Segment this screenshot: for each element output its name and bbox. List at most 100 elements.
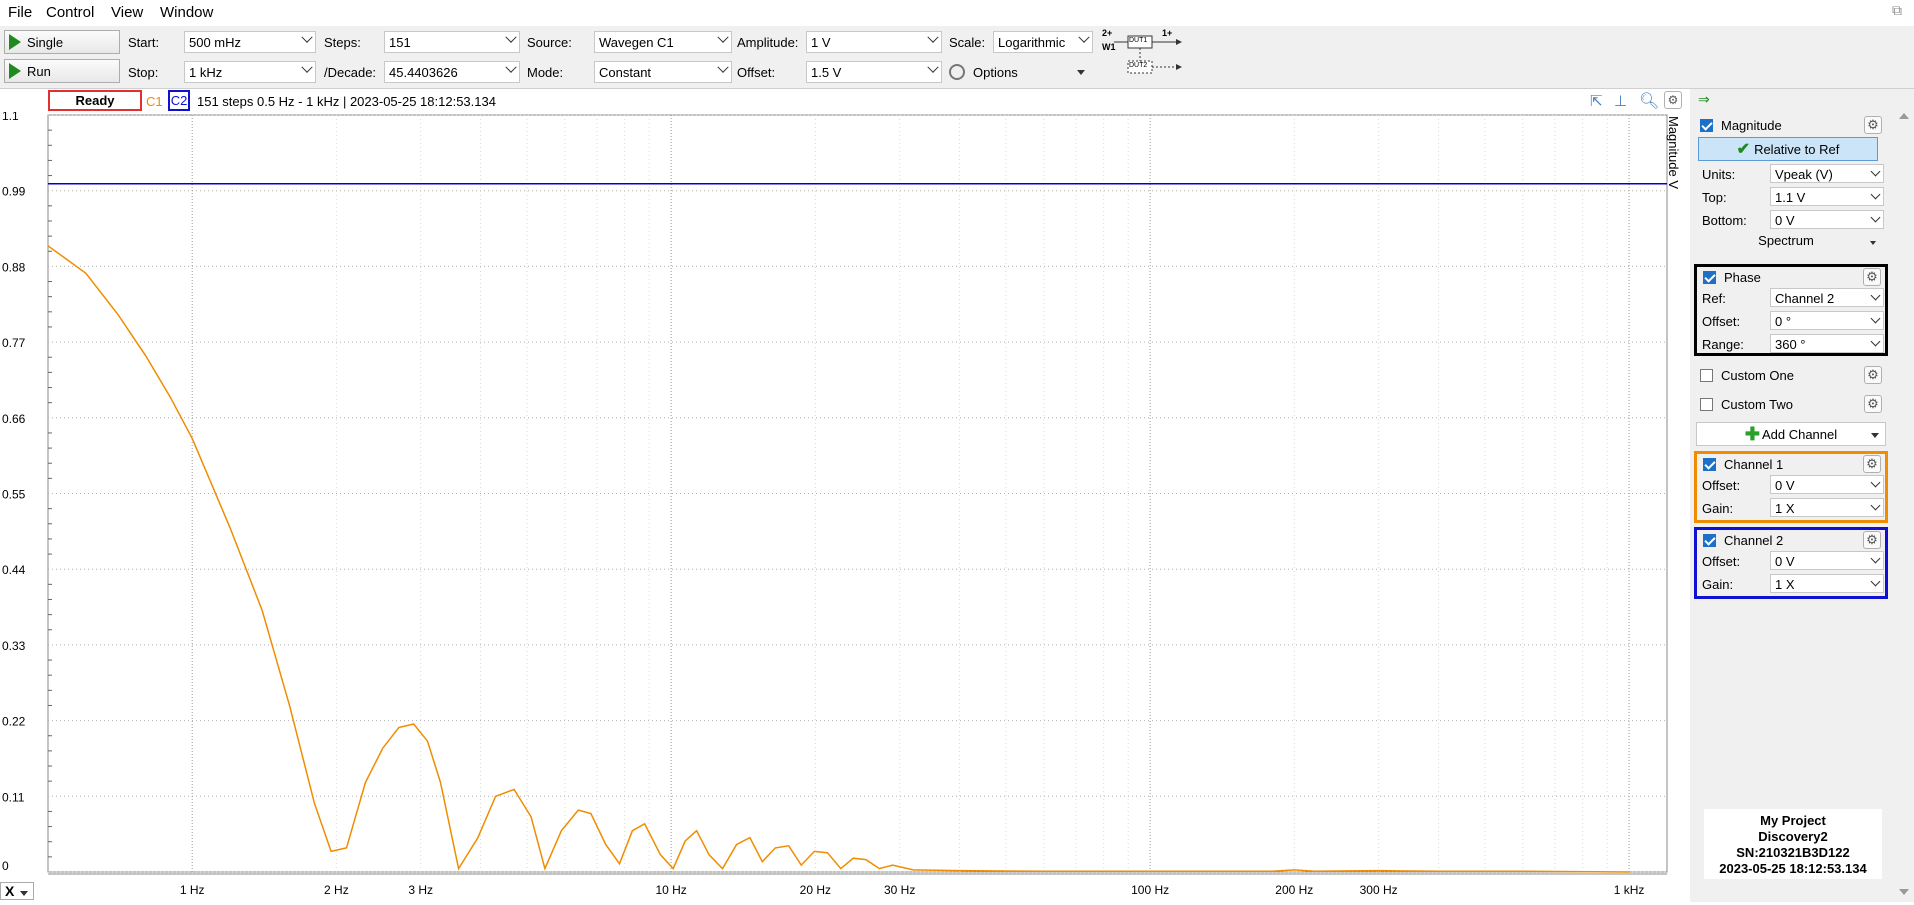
ch2-gain-label: Gain:: [1702, 577, 1734, 592]
gear-icon[interactable]: ⚙: [1664, 91, 1682, 109]
x-tick-label: 1 kHz: [1614, 883, 1645, 897]
vertical-scrollbar[interactable]: [1894, 89, 1914, 902]
spectrum-dropdown[interactable]: Spectrum: [1694, 231, 1878, 251]
phase-label: Phase: [1724, 269, 1761, 285]
custom-two-header[interactable]: Custom Two: [1700, 394, 1793, 414]
phase-offset-value: 0 °: [1775, 314, 1792, 329]
channel1-header[interactable]: Channel 1: [1703, 454, 1783, 474]
ch2-offset-label: Offset:: [1702, 554, 1741, 569]
custom-one-group: Custom One ⚙: [1694, 364, 1888, 386]
range-combo[interactable]: 360 °: [1770, 334, 1884, 353]
magnitude-group: Magnitude ⚙ ✔ Relative to Ref Units: Vpe…: [1694, 113, 1888, 251]
add-channel-button[interactable]: ✚ Add Channel: [1696, 422, 1886, 446]
ch2-offset-value: 0 V: [1775, 554, 1795, 569]
c1-badge[interactable]: C1: [146, 94, 163, 109]
gear-icon[interactable]: ⚙: [1863, 455, 1881, 473]
range-value: 360 °: [1775, 337, 1806, 352]
scroll-down-icon[interactable]: [1899, 889, 1909, 895]
custom-one-header[interactable]: Custom One: [1700, 365, 1794, 385]
menu-control[interactable]: Control: [46, 4, 95, 21]
gear-icon[interactable]: ⚙: [1864, 366, 1882, 384]
custom-two-label: Custom Two: [1721, 396, 1794, 412]
single-button-label: Single: [27, 34, 64, 50]
toolbar: Single Run Start: 500 mHz Stop: 1 kHz St…: [0, 26, 1914, 89]
align-icon[interactable]: ⊥: [1614, 93, 1628, 110]
chevron-down-icon: [1870, 477, 1881, 488]
offset-combo[interactable]: 1.5 V: [806, 61, 942, 83]
phase-offset-combo[interactable]: 0 °: [1770, 311, 1884, 330]
offset-label: Offset:: [737, 65, 776, 80]
stop-label: Stop:: [128, 65, 159, 80]
steps-value: 151: [389, 35, 411, 50]
run-button[interactable]: Run: [4, 59, 120, 83]
source-combo[interactable]: Wavegen C1: [594, 31, 732, 53]
c2-badge[interactable]: C2: [168, 90, 190, 111]
chevron-down-icon: [927, 31, 939, 43]
channel2-checkbox[interactable]: [1703, 533, 1716, 547]
x-tick-label: 20 Hz: [800, 883, 831, 897]
network-analyzer-plot[interactable]: 1.1 0.99 0.88 0.77 0.66 0.55 0.44 0.33 0.22 0.11 0…: [0, 109, 1690, 902]
chevron-down-icon: [1870, 553, 1881, 564]
units-combo[interactable]: Vpeak (V): [1770, 164, 1884, 183]
decade-combo[interactable]: 45.4403626: [384, 61, 520, 83]
steps-combo[interactable]: 151: [384, 31, 520, 53]
play-icon: [9, 63, 21, 79]
stop-combo[interactable]: 1 kHz: [184, 61, 316, 83]
zoom-icon[interactable]: 🔍︎: [1639, 93, 1660, 110]
ch1-offset-combo[interactable]: 0 V: [1770, 475, 1884, 494]
magnitude-checkbox[interactable]: [1700, 118, 1713, 132]
mode-value: Constant: [599, 65, 652, 80]
mode-combo[interactable]: Constant: [594, 61, 732, 83]
menu-view[interactable]: View: [111, 4, 144, 21]
project-name: My Project: [1760, 813, 1826, 828]
chevron-down-icon: [301, 61, 313, 73]
amplitude-combo[interactable]: 1 V: [806, 31, 942, 53]
phase-checkbox[interactable]: [1703, 270, 1716, 284]
collapse-arrow-icon[interactable]: ⇒: [1698, 91, 1710, 107]
gear-icon[interactable]: ⚙: [1864, 395, 1882, 413]
gear-icon[interactable]: ⚙: [1864, 116, 1882, 134]
scroll-up-icon[interactable]: [1899, 113, 1909, 119]
start-combo[interactable]: 500 mHz: [184, 31, 316, 53]
phase-header[interactable]: Phase: [1703, 267, 1761, 287]
device-name: Discovery2: [1758, 829, 1828, 844]
scale-value: Logarithmic: [998, 35, 1066, 50]
start-value: 500 mHz: [189, 35, 242, 50]
single-button[interactable]: Single: [4, 30, 120, 54]
gear-icon[interactable]: ⚙: [1863, 268, 1881, 286]
channel1-checkbox[interactable]: [1703, 457, 1716, 471]
custom-one-checkbox[interactable]: [1700, 368, 1713, 382]
ch1-gain-combo[interactable]: 1 X: [1770, 498, 1884, 517]
checkmark-icon: ✔: [1736, 141, 1751, 158]
x-tick-label: 30 Hz: [884, 883, 915, 897]
mode-label: Mode:: [527, 65, 564, 80]
chevron-down-icon: [717, 31, 729, 43]
channel2-label: Channel 2: [1724, 532, 1784, 548]
channel1-group: Channel 1 ⚙ Offset: 0 V Gain: 1 X: [1694, 451, 1888, 523]
options-menu[interactable]: Options: [949, 61, 1089, 83]
wiring-diagram-svg: [1114, 35, 1182, 74]
channel2-header[interactable]: Channel 2: [1703, 530, 1783, 550]
magnitude-header[interactable]: Magnitude: [1700, 115, 1782, 135]
menu-window[interactable]: Window: [160, 4, 214, 21]
bottom-combo[interactable]: 0 V: [1770, 210, 1884, 229]
plot-area[interactable]: 1.1 0.99 0.88 0.77 0.66 0.55 0.44 0.33 0.22 0.11 0…: [0, 109, 1690, 902]
cursor-icon[interactable]: ⇱: [1590, 93, 1603, 110]
channel2-group: Channel 2 ⚙ Offset: 0 V Gain: 1 X: [1694, 527, 1888, 599]
gear-icon[interactable]: ⚙: [1863, 531, 1881, 549]
top-combo[interactable]: 1.1 V: [1770, 187, 1884, 206]
relative-to-ref-button[interactable]: ✔ Relative to Ref: [1698, 137, 1878, 161]
scale-combo[interactable]: Logarithmic: [993, 31, 1093, 53]
ch2-gain-combo[interactable]: 1 X: [1770, 574, 1884, 593]
menu-file[interactable]: File: [8, 4, 33, 21]
x-axis-button[interactable]: X: [0, 882, 34, 900]
y-tick-label: 0.88: [2, 260, 26, 274]
range-label: Range:: [1702, 337, 1744, 352]
ref-combo[interactable]: Channel 2: [1770, 288, 1884, 307]
ch2-offset-combo[interactable]: 0 V: [1770, 551, 1884, 570]
plot-frame: [47, 114, 1668, 873]
diagram-output-label: 1+: [1162, 28, 1173, 38]
custom-two-checkbox[interactable]: [1700, 397, 1713, 411]
restore-window-icon[interactable]: ⧉: [1892, 2, 1902, 18]
bottom-value: 0 V: [1775, 213, 1795, 228]
